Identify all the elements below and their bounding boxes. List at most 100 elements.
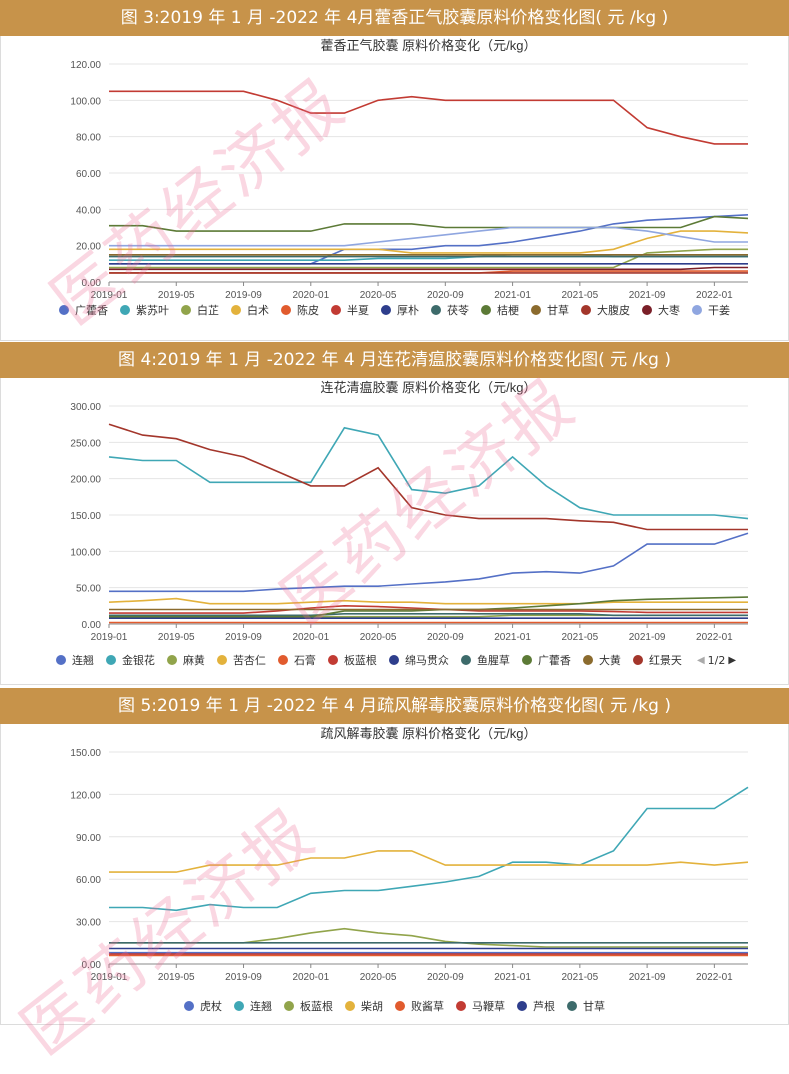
- legend-dot-icon: [567, 1001, 577, 1011]
- legend-label: 败酱草: [411, 998, 444, 1014]
- x-tick-label: 2021-01: [494, 632, 531, 643]
- y-tick-label: 0.00: [82, 620, 102, 631]
- chart-title: 连花清瘟胶囊 原料价格变化（元/kg）: [321, 380, 537, 395]
- x-tick-label: 2020-09: [427, 972, 464, 983]
- legend-dot-icon: [692, 305, 702, 315]
- legend-item[interactable]: 白芷: [181, 302, 219, 318]
- legend-item[interactable]: 白术: [231, 302, 269, 318]
- legend-dot-icon: [184, 1001, 194, 1011]
- x-tick-label: 2021-01: [494, 972, 531, 983]
- y-tick-label: 60.00: [76, 169, 101, 180]
- legend-item[interactable]: 广藿香: [522, 652, 571, 668]
- series-line-柴胡: [109, 851, 748, 872]
- x-tick-label: 2020-01: [292, 972, 329, 983]
- legend-dot-icon: [345, 1001, 355, 1011]
- legend-label: 芦根: [533, 998, 555, 1014]
- x-tick-label: 2019-05: [158, 632, 195, 643]
- x-tick-label: 2020-05: [360, 972, 397, 983]
- series-line-桔梗: [109, 217, 748, 232]
- x-tick-label: 2021-09: [629, 290, 666, 301]
- legend-dot-icon: [395, 1001, 405, 1011]
- series-line-板蓝根: [109, 929, 748, 947]
- legend-dot-icon: [389, 655, 399, 665]
- legend-label: 茯苓: [447, 302, 469, 318]
- legend-item[interactable]: 甘草: [567, 998, 605, 1014]
- legend-label: 干姜: [708, 302, 730, 318]
- legend-dot-icon: [583, 655, 593, 665]
- prev-page-icon[interactable]: ◀: [697, 655, 705, 666]
- legend-label: 大黄: [599, 652, 621, 668]
- legend-item[interactable]: 板蓝根: [284, 998, 333, 1014]
- legend-dot-icon: [328, 655, 338, 665]
- series-line-紫苏叶: [109, 255, 748, 260]
- legend-label: 板蓝根: [300, 998, 333, 1014]
- legend-item[interactable]: 陈皮: [281, 302, 319, 318]
- x-tick-label: 2019-05: [158, 290, 195, 301]
- chart-panel-4: 图 4:2019 年 1 月 -2022 年 4 月连花清瘟胶囊原料价格变化图(…: [0, 342, 789, 685]
- chart-panel-5: 图 5:2019 年 1 月 -2022 年 4 月疏风解毒胶囊原料价格变化图(…: [0, 688, 789, 1025]
- legend-item[interactable]: 茯苓: [431, 302, 469, 318]
- legend-item[interactable]: 败酱草: [395, 998, 444, 1014]
- legend-item[interactable]: 苦杏仁: [217, 652, 266, 668]
- legend-item[interactable]: 板蓝根: [328, 652, 377, 668]
- x-tick-label: 2020-09: [427, 290, 464, 301]
- legend-item[interactable]: 虎杖: [184, 998, 222, 1014]
- legend-item[interactable]: 半夏: [331, 302, 369, 318]
- y-tick-label: 90.00: [76, 833, 101, 844]
- legend-item[interactable]: 金银花: [106, 652, 155, 668]
- legend-item[interactable]: 桔梗: [481, 302, 519, 318]
- legend-pager: ◀ 1/2 ▶: [694, 652, 739, 668]
- legend-item[interactable]: 干姜: [692, 302, 730, 318]
- legend-item[interactable]: 大枣: [642, 302, 680, 318]
- series-line-白术: [109, 231, 748, 253]
- legend-dot-icon: [381, 305, 391, 315]
- legend-label: 麻黄: [183, 652, 205, 668]
- legend-label: 柴胡: [361, 998, 383, 1014]
- legend-dot-icon: [234, 1001, 244, 1011]
- legend-label: 红景天: [649, 652, 682, 668]
- legend-item[interactable]: 广藿香: [59, 302, 108, 318]
- legend-item[interactable]: 鱼腥草: [461, 652, 510, 668]
- legend-label: 连翘: [250, 998, 272, 1014]
- y-tick-label: 0.00: [82, 278, 102, 289]
- legend-item[interactable]: 厚朴: [381, 302, 419, 318]
- legend-item[interactable]: 柴胡: [345, 998, 383, 1014]
- legend-dot-icon: [517, 1001, 527, 1011]
- legend-item[interactable]: 甘草: [531, 302, 569, 318]
- legend-dot-icon: [56, 655, 66, 665]
- chart-box-4: 连花清瘟胶囊 原料价格变化（元/kg） 0.00 50.00 100.00 150.00…: [0, 378, 789, 685]
- line-chart-5: 疏风解毒胶囊 原料价格变化（元/kg） 0.00 30.00 60.00 90.00 12…: [1, 724, 788, 994]
- legend-dot-icon: [120, 305, 130, 315]
- legend-dot-icon: [431, 305, 441, 315]
- legend-label: 鱼腥草: [477, 652, 510, 668]
- y-tick-label: 300.00: [70, 402, 101, 413]
- legend-item[interactable]: 马鞭草: [456, 998, 505, 1014]
- legend-item[interactable]: 芦根: [517, 998, 555, 1014]
- legend-item[interactable]: 连翘: [234, 998, 272, 1014]
- legend-label: 陈皮: [297, 302, 319, 318]
- legend-item[interactable]: 紫苏叶: [120, 302, 169, 318]
- x-tick-label: 2019-01: [91, 290, 128, 301]
- legend-item[interactable]: 红景天: [633, 652, 682, 668]
- line-chart-4: 连花清瘟胶囊 原料价格变化（元/kg） 0.00 50.00 100.00 150.00…: [1, 378, 788, 654]
- x-tick-label: 2020-01: [292, 632, 329, 643]
- legend-item[interactable]: 连翘: [56, 652, 94, 668]
- series-line-红景天: [109, 424, 748, 529]
- legend-item[interactable]: 大腹皮: [581, 302, 630, 318]
- legend-label: 虎杖: [200, 998, 222, 1014]
- legend-item[interactable]: 大黄: [583, 652, 621, 668]
- x-tick-label: 2021-01: [494, 290, 531, 301]
- legend-label: 紫苏叶: [136, 302, 169, 318]
- legend-item[interactable]: 石膏: [278, 652, 316, 668]
- y-tick-label: 30.00: [76, 918, 101, 929]
- x-tick-label: 2019-05: [158, 972, 195, 983]
- x-tick-label: 2021-05: [561, 972, 598, 983]
- legend-5: 虎杖 连翘 板蓝根 柴胡 败酱草 马鞭草 芦根 甘草: [1, 998, 788, 1014]
- x-tick-label: 2019-09: [225, 632, 262, 643]
- legend-item[interactable]: 绵马贯众: [389, 652, 449, 668]
- legend-label: 苦杏仁: [233, 652, 266, 668]
- next-page-icon[interactable]: ▶: [728, 655, 736, 666]
- y-tick-label: 60.00: [76, 875, 101, 886]
- legend-item[interactable]: 麻黄: [167, 652, 205, 668]
- legend-dot-icon: [181, 305, 191, 315]
